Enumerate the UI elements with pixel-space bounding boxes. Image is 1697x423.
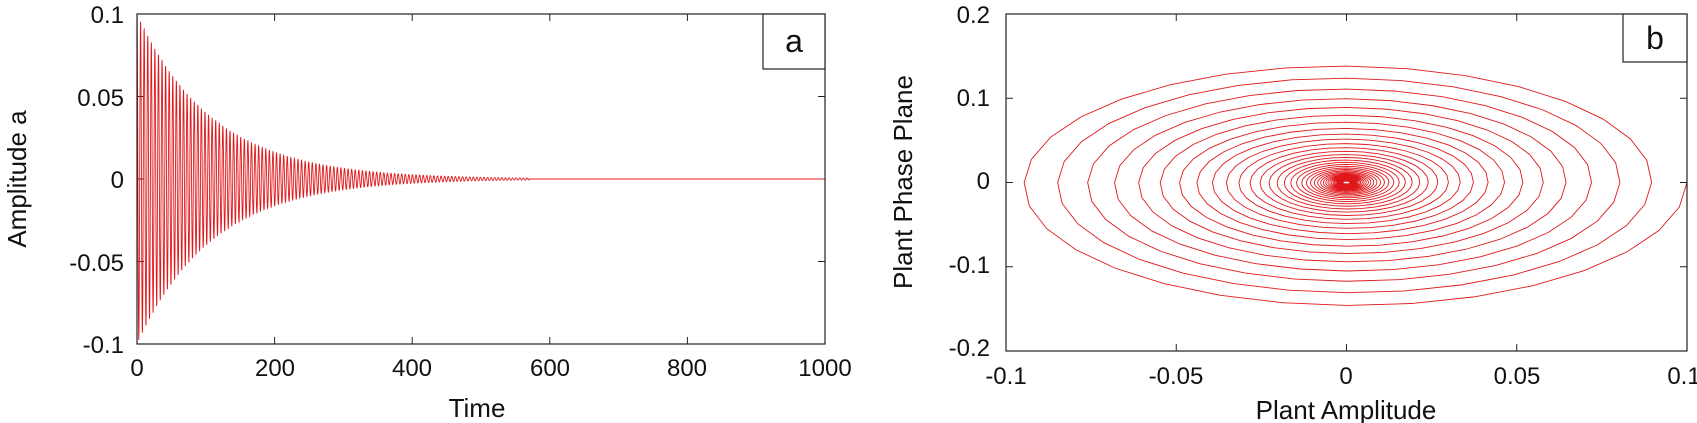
axis-ticks-b	[1005, 13, 1688, 352]
x-tick-label-a: 400	[392, 355, 432, 382]
x-tick-label-a: 800	[667, 355, 707, 382]
y-tick-label-b: 0.2	[957, 2, 990, 29]
x-tick-label-b: -0.05	[1149, 363, 1204, 390]
x-tick-label-a: 600	[530, 355, 570, 382]
y-tick-label-a: 0	[111, 167, 124, 194]
x-tick-label-a: 1000	[798, 355, 851, 382]
y-tick-label-b: 0.1	[957, 85, 990, 112]
x-tick-label-a: 0	[130, 355, 143, 382]
y-tick-label-b: 0	[977, 168, 990, 195]
x-tick-label-a: 200	[255, 355, 295, 382]
panel-tag-a: a	[785, 23, 803, 59]
x-tick-label-b: 0.1	[1667, 363, 1697, 390]
y-tick-label-a: -0.05	[69, 250, 124, 277]
y-tick-label-b: -0.2	[949, 335, 990, 362]
y-tick-label-a: -0.1	[83, 332, 124, 359]
panel-tag-box-b	[1622, 13, 1688, 63]
y-tick-label-a: 0.05	[77, 85, 124, 112]
phase-spiral	[1023, 65, 1688, 306]
data-line-b	[1023, 65, 1688, 306]
plot-frame-a	[136, 13, 826, 345]
y-tick-label-a: 0.1	[91, 2, 124, 29]
x-axis-label-a: Time	[449, 393, 506, 423]
chart-panel-a: 0.1 0.05 0 -0.05 -0.1 0 200 400 600 800 …	[2, 2, 852, 423]
plot-frame-b	[1005, 13, 1688, 352]
x-tick-label-b: 0	[1339, 363, 1352, 390]
y-axis-label-b: Plant Phase Plane	[888, 75, 918, 289]
y-axis-label-a: Amplitude a	[2, 110, 32, 248]
chart-panel-b: 0.2 0.1 0 -0.1 -0.2 -0.1 -0.05 0 0.05 0.…	[888, 2, 1697, 423]
x-tick-label-b: 0.05	[1494, 363, 1541, 390]
panel-tag-box-a	[762, 13, 826, 70]
data-line-a	[136, 13, 825, 341]
signal-trace	[136, 13, 825, 341]
panel-tag-b: b	[1646, 20, 1664, 56]
y-tick-label-b: -0.1	[949, 252, 990, 279]
x-tick-label-b: -0.1	[985, 363, 1026, 390]
x-axis-label-b: Plant Amplitude	[1256, 395, 1437, 423]
